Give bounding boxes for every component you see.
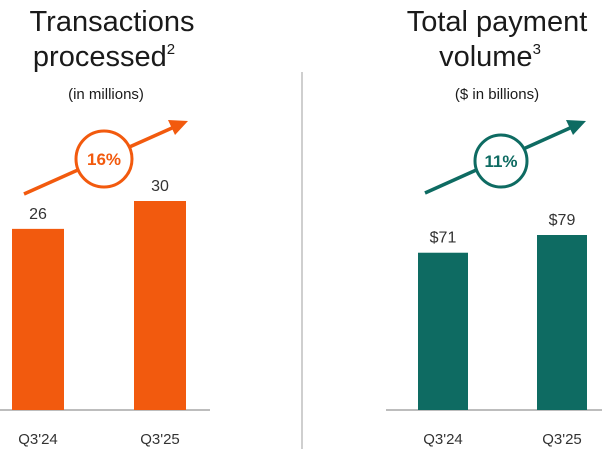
- chart-title-line2: processed2: [33, 41, 175, 73]
- growth-label: 11%: [484, 152, 517, 171]
- bar-value-label: 30: [151, 178, 169, 195]
- payment-volume-chart: Total payment volume3 ($ in billions) 11…: [386, 6, 602, 448]
- bar-q324: [12, 228, 64, 410]
- chart-title-line1: Transactions: [30, 6, 195, 38]
- chart-title-line1: Total payment: [407, 6, 588, 38]
- growth-arrow: 11%: [424, 120, 586, 195]
- chart-subtitle: ($ in billions): [455, 86, 539, 103]
- growth-arrowhead: [566, 120, 586, 135]
- chart-subtitle: (in millions): [68, 86, 144, 103]
- bar-q324: [418, 252, 468, 410]
- x-tick-label: Q3'25: [542, 431, 582, 448]
- growth-badge-circle: [74, 129, 134, 189]
- growth-label: 16%: [87, 150, 121, 169]
- chart-title-line2: volume3: [439, 41, 541, 73]
- chart-title-volume: volume: [439, 41, 533, 73]
- bar-value-label: $79: [549, 212, 576, 229]
- chart-title-superscript: 3: [533, 41, 541, 58]
- growth-arrowhead: [168, 120, 188, 135]
- chart-title-processed: processed: [33, 41, 167, 73]
- chart-title-superscript: 2: [167, 41, 175, 58]
- bars: $71 Q3'24 $79 Q3'25: [418, 212, 587, 448]
- bar-value-label: $71: [430, 230, 457, 247]
- bar-value-label: 26: [29, 206, 47, 223]
- x-tick-label: Q3'24: [423, 431, 463, 448]
- growth-badge-circle: [473, 133, 529, 189]
- bars: 26 Q3'24 30 Q3'25: [12, 178, 186, 448]
- growth-arrow: 16%: [23, 120, 188, 196]
- x-tick-label: Q3'24: [18, 431, 58, 448]
- bar-q325: [134, 201, 186, 410]
- bar-q325: [537, 235, 587, 410]
- x-tick-label: Q3'25: [140, 431, 180, 448]
- transactions-chart: Transactions processed2 (in millions) 16…: [0, 6, 210, 448]
